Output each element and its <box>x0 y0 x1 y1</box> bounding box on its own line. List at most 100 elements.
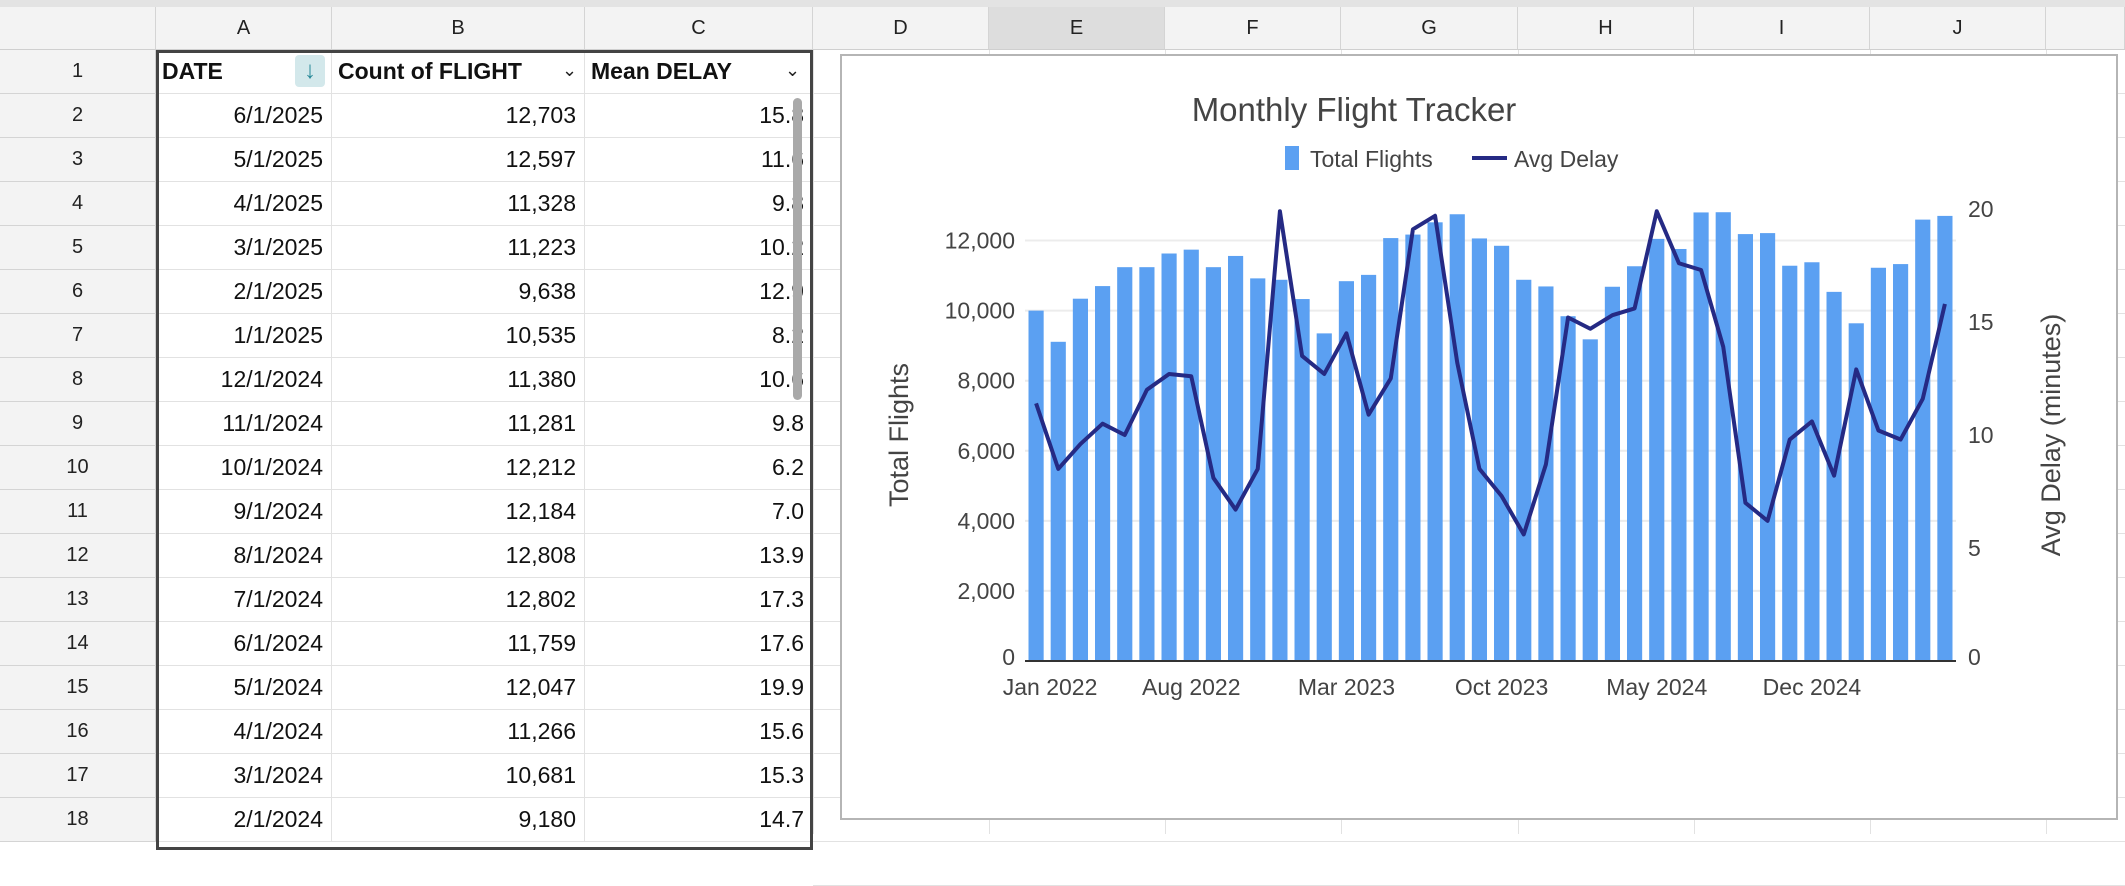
table-cell[interactable]: 15.3 <box>585 754 813 798</box>
bar-2024-03[interactable] <box>1604 286 1620 661</box>
table-cell[interactable]: 11,223 <box>332 226 585 270</box>
table-cell[interactable]: 9,180 <box>332 798 585 842</box>
bar-2022-01[interactable] <box>1028 310 1044 661</box>
table-cell[interactable]: 10.2 <box>585 226 813 270</box>
table-cell[interactable]: 1/1/2025 <box>156 314 332 358</box>
avg-delay-line[interactable] <box>1034 209 1947 537</box>
bar-2025-03[interactable] <box>1870 267 1886 661</box>
table-cell[interactable]: 11,759 <box>332 622 585 666</box>
table-cell[interactable]: 3/1/2025 <box>156 226 332 270</box>
filter-count-of-flight-chevron-down-icon[interactable]: ⌄ <box>562 60 578 80</box>
bar-2022-08[interactable] <box>1183 249 1199 661</box>
bar-2022-10[interactable] <box>1228 255 1244 661</box>
bar-2023-03[interactable] <box>1338 281 1354 661</box>
table-cell[interactable]: 12,808 <box>332 534 585 578</box>
bar-2022-07[interactable] <box>1161 253 1177 662</box>
table-cell[interactable]: 19.9 <box>585 666 813 710</box>
bar-2023-11[interactable] <box>1516 279 1532 661</box>
row-header[interactable]: 5 <box>0 226 156 270</box>
row-header[interactable]: 17 <box>0 754 156 798</box>
row-header[interactable]: 3 <box>0 138 156 182</box>
table-cell[interactable]: 9/1/2024 <box>156 490 332 534</box>
bar-2022-02[interactable] <box>1050 341 1066 661</box>
row-header[interactable]: 18 <box>0 798 156 842</box>
table-cell[interactable]: 10,535 <box>332 314 585 358</box>
row-header[interactable]: 16 <box>0 710 156 754</box>
table-cell[interactable]: 11,281 <box>332 402 585 446</box>
bar-2024-01[interactable] <box>1560 316 1576 661</box>
table-cell[interactable]: 11/1/2024 <box>156 402 332 446</box>
row-header[interactable]: 15 <box>0 666 156 710</box>
column-header-j[interactable]: J <box>1870 7 2046 50</box>
bar-2023-01[interactable] <box>1294 299 1310 661</box>
column-header-b[interactable]: B <box>332 7 585 50</box>
row-header[interactable]: 12 <box>0 534 156 578</box>
table-cell[interactable]: 12,047 <box>332 666 585 710</box>
chart-container[interactable]: Monthly Flight Tracker Total Flights Avg… <box>840 54 2118 820</box>
row-header[interactable]: 1 <box>0 50 156 94</box>
table-cell[interactable]: 3/1/2024 <box>156 754 332 798</box>
table-cell[interactable]: 13.9 <box>585 534 813 578</box>
column-header-d[interactable]: D <box>813 7 989 50</box>
bar-2024-04[interactable] <box>1627 266 1643 661</box>
bar-2025-02[interactable] <box>1848 323 1864 661</box>
row-header[interactable]: 9 <box>0 402 156 446</box>
table-cell[interactable]: 12,703 <box>332 94 585 138</box>
table-cell[interactable]: 7/1/2024 <box>156 578 332 622</box>
bar-2024-12[interactable] <box>1804 262 1820 661</box>
column-header-a[interactable]: A <box>156 7 332 50</box>
table-header-cell[interactable]: Count of FLIGHT <box>332 50 585 94</box>
table-cell[interactable]: 11,266 <box>332 710 585 754</box>
bar-2023-10[interactable] <box>1494 245 1510 661</box>
column-header-k[interactable] <box>2046 7 2125 50</box>
table-cell[interactable]: 8/1/2024 <box>156 534 332 578</box>
table-cell[interactable]: 6.2 <box>585 446 813 490</box>
row-header[interactable]: 11 <box>0 490 156 534</box>
bar-2024-08[interactable] <box>1715 212 1731 661</box>
bar-2023-08[interactable] <box>1449 214 1465 662</box>
table-cell[interactable]: 2/1/2025 <box>156 270 332 314</box>
bar-2025-05[interactable] <box>1915 219 1931 661</box>
bar-2025-04[interactable] <box>1893 264 1909 661</box>
column-header-e[interactable]: E <box>989 7 1165 50</box>
table-cell[interactable]: 9.8 <box>585 182 813 226</box>
table-cell[interactable]: 12/1/2024 <box>156 358 332 402</box>
table-header-cell[interactable]: Mean DELAY <box>585 50 813 94</box>
table-cell[interactable]: 9.8 <box>585 402 813 446</box>
row-header[interactable]: 2 <box>0 94 156 138</box>
column-header-g[interactable]: G <box>1341 7 1518 50</box>
bar-2024-11[interactable] <box>1782 265 1798 661</box>
table-cell[interactable]: 10/1/2024 <box>156 446 332 490</box>
table-cell[interactable]: 12,597 <box>332 138 585 182</box>
table-cell[interactable]: 5/1/2025 <box>156 138 332 182</box>
table-cell[interactable]: 7.0 <box>585 490 813 534</box>
bar-2023-12[interactable] <box>1538 286 1554 661</box>
sort-descending-button[interactable]: ↓ <box>295 55 325 87</box>
table-cell[interactable]: 11,328 <box>332 182 585 226</box>
select-all-corner[interactable] <box>0 7 156 50</box>
bar-2024-02[interactable] <box>1582 339 1598 661</box>
bar-2023-09[interactable] <box>1471 238 1487 661</box>
table-cell[interactable]: 15.6 <box>585 710 813 754</box>
table-cell[interactable]: 4/1/2025 <box>156 182 332 226</box>
bar-2024-06[interactable] <box>1671 248 1687 661</box>
table-cell[interactable]: 14.7 <box>585 798 813 842</box>
filter-mean-delay-chevron-down-icon[interactable]: ⌄ <box>785 60 801 80</box>
table-cell[interactable]: 15.8 <box>585 94 813 138</box>
bar-2023-04[interactable] <box>1361 274 1377 661</box>
bar-2024-09[interactable] <box>1737 234 1753 661</box>
table-cell[interactable]: 11,380 <box>332 358 585 402</box>
table-cell[interactable]: 9,638 <box>332 270 585 314</box>
table-cell[interactable]: 17.6 <box>585 622 813 666</box>
table-cell[interactable]: 8.2 <box>585 314 813 358</box>
bar-2024-05[interactable] <box>1649 238 1665 661</box>
table-cell[interactable]: 6/1/2025 <box>156 94 332 138</box>
table-cell[interactable]: 10.6 <box>585 358 813 402</box>
column-header-h[interactable]: H <box>1518 7 1694 50</box>
bar-2022-04[interactable] <box>1095 286 1111 661</box>
bar-2023-02[interactable] <box>1316 333 1332 661</box>
bar-2025-06[interactable] <box>1937 215 1953 661</box>
row-header[interactable]: 14 <box>0 622 156 666</box>
row-header[interactable]: 13 <box>0 578 156 622</box>
table-cell[interactable]: 4/1/2024 <box>156 710 332 754</box>
